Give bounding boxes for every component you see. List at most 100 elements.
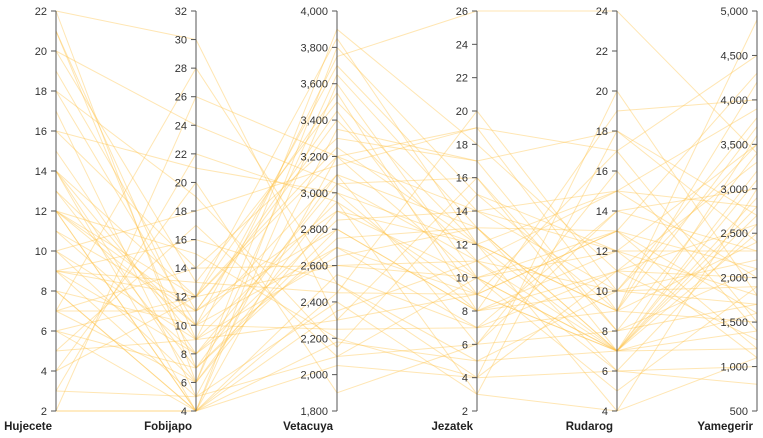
tick-label: 1,000 xyxy=(720,362,748,374)
tick-label: 6 xyxy=(462,339,468,351)
record-line-35 xyxy=(55,150,757,355)
tick-label: 12 xyxy=(596,246,608,258)
record-line-32 xyxy=(55,170,758,352)
tick-label: 24 xyxy=(596,6,608,18)
tick-label: 16 xyxy=(175,235,187,247)
tick-label: 4 xyxy=(602,406,608,418)
tick-label: 12 xyxy=(35,206,47,218)
record-line-31 xyxy=(55,28,758,384)
tick-label: 14 xyxy=(456,206,468,218)
record-line-37 xyxy=(55,130,758,350)
axis-fobijapo: 4 6 8 10 12 14 16 18 20 22 24 26 28 30 32 Fobijapo xyxy=(144,6,197,433)
tick-label: 6 xyxy=(181,377,187,389)
tick-label: 3,800 xyxy=(300,42,328,54)
tick-label: 32 xyxy=(175,6,187,18)
tick-label: 14 xyxy=(175,263,187,275)
tick-label: 22 xyxy=(596,46,608,58)
tick-label: 5,000 xyxy=(720,6,748,18)
record-line-28 xyxy=(55,126,758,412)
tick-label: 14 xyxy=(35,166,47,178)
tick-label: 18 xyxy=(456,139,468,151)
axis-yamegerir: 500 1,000 1,500 2,000 2,500 3,000 3,500 4,000 4,… xyxy=(697,6,758,433)
tick-label: 2 xyxy=(41,406,47,418)
record-line-42 xyxy=(55,50,758,372)
record-line-43 xyxy=(55,50,758,294)
record-line-4 xyxy=(55,230,758,352)
record-line-46 xyxy=(55,10,758,384)
record-line-1 xyxy=(56,341,758,412)
tick-label: 2,800 xyxy=(300,224,328,236)
record-line-49 xyxy=(55,130,758,396)
tick-label: 10 xyxy=(175,320,187,332)
tick-label: 4,000 xyxy=(300,6,328,18)
tick-label: 2,500 xyxy=(720,228,748,240)
axis-title: Yamegerir xyxy=(697,421,753,433)
tick-label: 3,400 xyxy=(300,115,328,127)
tick-label: 8 xyxy=(41,286,47,298)
tick-label: 28 xyxy=(175,63,187,75)
axes-layer: 246810121416182022Hujecete46810121416182… xyxy=(4,6,758,433)
tick-label: 26 xyxy=(456,6,468,18)
record-line-41 xyxy=(55,70,758,323)
axis-title: Fobijapo xyxy=(144,421,192,433)
record-line-18 xyxy=(55,54,758,252)
record-line-8 xyxy=(55,130,758,312)
polylines-layer xyxy=(55,10,758,412)
tick-label: 18 xyxy=(175,206,187,218)
record-line-48 xyxy=(55,96,758,412)
record-line-40 xyxy=(55,19,758,349)
tick-label: 6 xyxy=(41,326,47,338)
tick-label: 3,200 xyxy=(300,151,328,163)
record-line-15 xyxy=(55,210,758,398)
tick-label: 20 xyxy=(596,86,608,98)
tick-label: 12 xyxy=(175,292,187,304)
axis-title: Jezatek xyxy=(431,421,473,433)
tick-label: 500 xyxy=(730,406,748,418)
tick-label: 10 xyxy=(456,273,468,285)
tick-label: 3,000 xyxy=(720,184,748,196)
axis-rudarog: 4 6 8 10 12 14 16 18 20 22 24 Rudarog xyxy=(566,6,618,433)
record-line-17 xyxy=(55,117,758,362)
tick-label: 18 xyxy=(596,126,608,138)
record-line-5 xyxy=(55,190,758,332)
record-line-52 xyxy=(55,127,758,412)
axis-hujecete: 2 4 6 8 10 12 14 16 18 20 22 Hujecete xyxy=(4,6,57,433)
axis-title: Hujecete xyxy=(4,421,52,433)
tick-label: 8 xyxy=(181,349,187,361)
record-line-7 xyxy=(56,143,758,312)
record-line-30 xyxy=(55,170,758,346)
record-line-50 xyxy=(55,37,758,412)
tick-label: 3,000 xyxy=(300,188,328,200)
tick-label: 20 xyxy=(456,106,468,118)
record-line-20 xyxy=(55,192,758,384)
tick-label: 24 xyxy=(456,39,468,51)
axis-title: Rudarog xyxy=(566,421,613,433)
record-line-11 xyxy=(55,223,758,330)
record-line-38 xyxy=(55,110,758,398)
tick-label: 6 xyxy=(602,366,608,378)
tick-label: 16 xyxy=(456,173,468,185)
tick-label: 2,000 xyxy=(300,370,328,382)
tick-label: 2 xyxy=(462,406,468,418)
axis-vetacuya: 1,800 2,000 2,200 2,400 2,600 2,800 3,000 3,200… xyxy=(283,6,338,433)
tick-label: 16 xyxy=(596,166,608,178)
record-line-39 xyxy=(55,90,758,329)
tick-label: 1,800 xyxy=(300,406,328,418)
tick-label: 14 xyxy=(596,206,608,218)
record-line-26 xyxy=(55,210,758,379)
record-line-3 xyxy=(55,181,758,394)
tick-label: 4,000 xyxy=(720,95,748,107)
axis-title: Vetacuya xyxy=(283,421,333,433)
record-line-12 xyxy=(55,46,758,412)
record-line-2 xyxy=(55,188,758,412)
tick-label: 8 xyxy=(462,306,468,318)
tick-label: 4 xyxy=(462,373,468,385)
tick-label: 3,600 xyxy=(300,79,328,91)
record-line-16 xyxy=(55,155,758,352)
record-line-45 xyxy=(55,30,758,369)
tick-label: 4,500 xyxy=(720,50,748,62)
record-line-10 xyxy=(55,82,758,412)
tick-label: 2,200 xyxy=(300,333,328,345)
tick-label: 10 xyxy=(35,246,47,258)
tick-label: 24 xyxy=(175,120,187,132)
